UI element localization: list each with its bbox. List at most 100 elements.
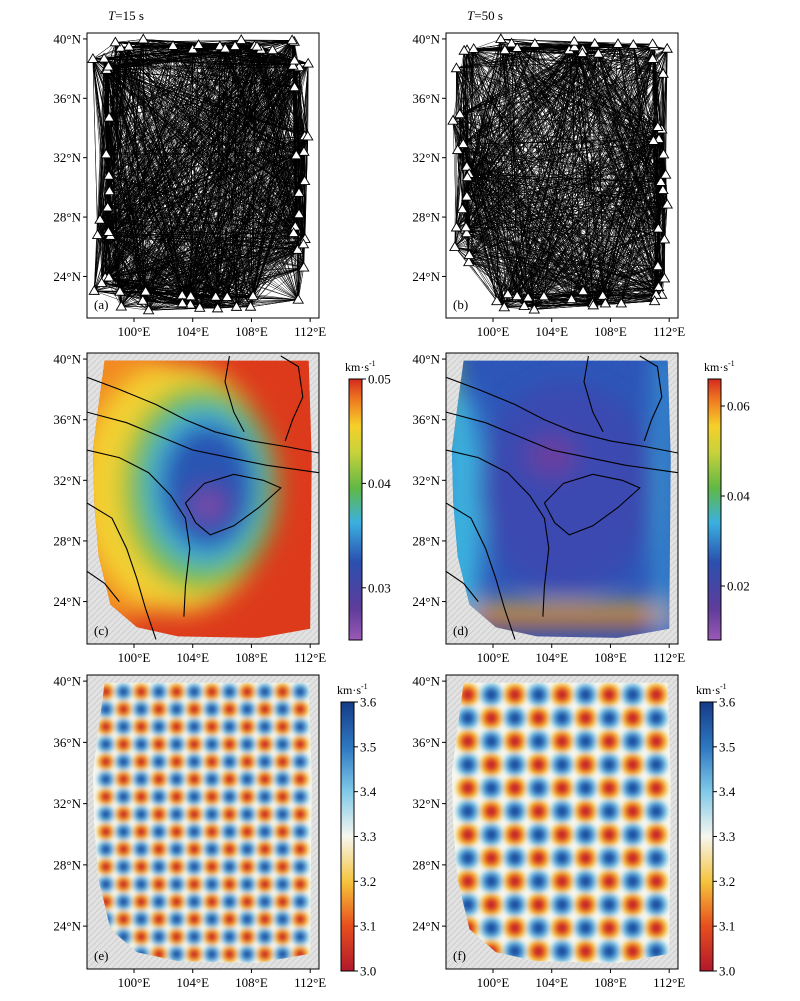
station-triangle: [293, 208, 305, 219]
station-triangle: [114, 41, 127, 52]
colorbar: [340, 701, 355, 972]
panel-label: (e): [94, 948, 108, 963]
fault-line: [87, 411, 319, 474]
panel-c: 40°N 36°N 32°N 28°N 24°N 100°E 104°E 108°E 112°E…: [53, 352, 391, 665]
station-triangle: [193, 301, 206, 312]
station-triangle: [214, 40, 226, 51]
checkerboard-field: [92, 682, 312, 963]
station-triangle: [297, 238, 310, 249]
station-triangle: [463, 249, 476, 259]
colorbar-unit: km·s-1: [704, 359, 735, 374]
lat-tick-label: 28°N: [53, 533, 81, 548]
station-triangle: [102, 226, 115, 236]
station-triangle: [511, 42, 523, 52]
panel-label: (c): [94, 623, 108, 638]
fault-line: [446, 570, 479, 602]
station-triangle: [298, 145, 310, 156]
map-frame: [86, 674, 320, 970]
fault-line: [224, 355, 245, 433]
station-triangle: [221, 291, 233, 301]
station-triangle: [646, 38, 659, 49]
station-triangle: [266, 44, 279, 55]
station-triangle: [292, 293, 305, 304]
fault-line: [184, 473, 282, 536]
station-triangle: [290, 149, 303, 160]
map-frame: [445, 352, 679, 645]
colorbar-tick-label: 3.0: [719, 964, 735, 979]
lat-tick-label: 36°N: [53, 735, 81, 750]
station-triangle: [109, 36, 122, 47]
station-triangle: [123, 40, 135, 51]
lat-tick-label: 24°N: [53, 919, 81, 934]
lat-tick-label: 28°N: [53, 210, 81, 225]
lat-tick-label: 24°N: [412, 919, 440, 934]
fault-line: [446, 411, 678, 474]
lat-tick-label: 36°N: [412, 735, 440, 750]
station-triangle: [103, 111, 115, 122]
lon-tick-label: 112°E: [653, 324, 685, 339]
station-triangle: [457, 138, 470, 148]
lat-tick-label: 32°N: [53, 150, 81, 165]
station-triangle: [103, 169, 115, 180]
station-triangle: [518, 300, 531, 310]
lat-tick-label: 32°N: [412, 796, 440, 811]
station-triangle: [647, 135, 660, 145]
station-triangle: [450, 62, 463, 73]
panel-f: 40°N 36°N 32°N 28°N 24°N 100°E 104°E 108°E 112°E…: [412, 674, 685, 990]
station-triangle: [87, 53, 99, 63]
station-triangle: [577, 285, 589, 296]
station-triangle: [588, 37, 601, 48]
fault-line: [446, 502, 516, 640]
station-triangle: [103, 271, 115, 282]
station-triangle: [652, 222, 665, 233]
resolution-field: [92, 360, 312, 638]
fault-line: [87, 502, 157, 640]
station-triangle: [460, 160, 473, 171]
station-triangle: [301, 130, 314, 141]
colorbar-unit: km·s-1: [345, 359, 376, 374]
stations: [447, 33, 674, 314]
colorbar-tick-label: 3.0: [360, 964, 376, 979]
station-triangle: [659, 168, 672, 179]
lon-tick-label: 112°E: [294, 975, 326, 990]
station-triangle: [658, 233, 671, 244]
panel-label: (b): [453, 297, 468, 312]
colorbar-tick-label: 3.2: [719, 874, 735, 889]
station-triangle: [522, 291, 534, 302]
lat-tick-label: 36°N: [412, 412, 440, 427]
lon-tick-label: 100°E: [118, 650, 151, 665]
period-label-a: T=15 s: [108, 8, 144, 23]
station-triangle: [209, 290, 222, 301]
station-triangle: [235, 34, 247, 45]
colorbar-tick-label: 3.3: [719, 829, 735, 844]
fault-line: [87, 570, 120, 602]
station-triangle: [167, 40, 179, 50]
station-triangle: [498, 301, 511, 312]
lat-tick-label: 36°N: [53, 412, 81, 427]
station-triangle: [587, 299, 600, 310]
station-triangle: [467, 43, 480, 53]
colorbar-unit: km·s-1: [337, 682, 368, 697]
station-triangle: [652, 121, 664, 131]
station-triangle: [114, 285, 126, 296]
colorbar-tick-label: 3.6: [719, 695, 736, 710]
station-triangle: [451, 144, 464, 154]
lat-tick-label: 24°N: [412, 269, 440, 284]
lat-tick-label: 32°N: [412, 150, 440, 165]
station-triangle: [136, 294, 149, 305]
station-triangle: [192, 39, 205, 49]
station-triangle: [657, 148, 670, 159]
lat-tick-label: 24°N: [53, 594, 81, 609]
lon-tick-label: 108°E: [594, 324, 627, 339]
colorbar-unit: km·s-1: [696, 682, 727, 697]
colorbar-tick-label: 3.5: [719, 739, 735, 754]
map-frame: [445, 32, 679, 319]
station-triangle: [655, 176, 667, 186]
station-triangle: [88, 284, 101, 295]
station-triangle: [505, 37, 518, 48]
lon-tick-label: 108°E: [235, 324, 268, 339]
panel-label: (f): [453, 948, 466, 963]
station-triangle: [596, 289, 609, 300]
station-triangle: [287, 59, 299, 70]
